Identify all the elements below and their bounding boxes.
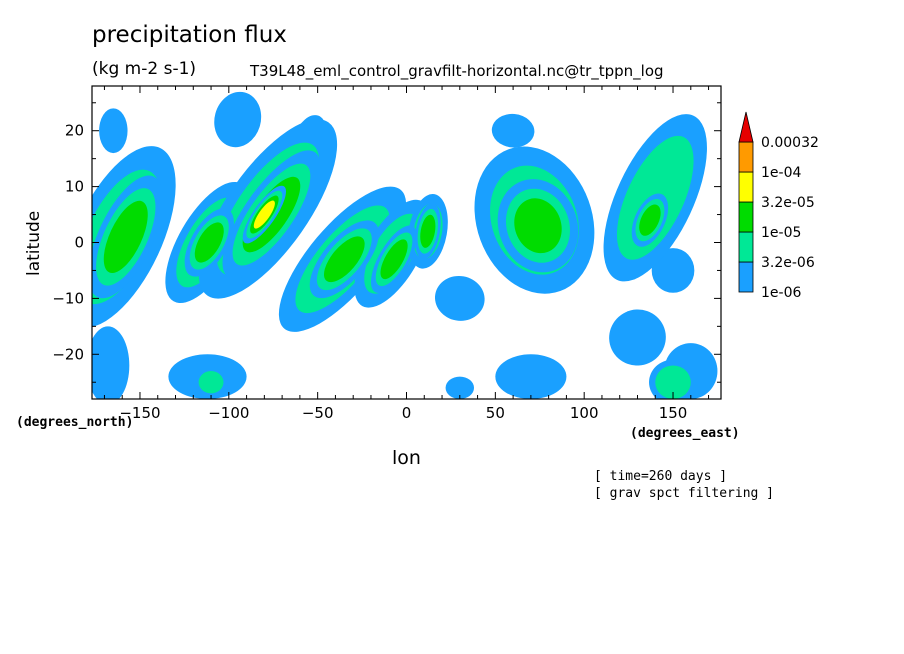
contour-region-30-level-3	[253, 200, 275, 229]
y-tick-label: −10	[52, 289, 84, 307]
x-axis-label: lon	[392, 447, 421, 469]
contour-region-11-level-0	[445, 376, 475, 399]
contour-region-1-level-0	[214, 91, 262, 148]
contour-region-27-level-2	[420, 214, 436, 248]
contour-region-10-level-0	[609, 309, 666, 366]
contour-region-22-level-2	[103, 200, 148, 274]
x-tick-label: 50	[486, 404, 505, 422]
contour-region-5-level-0	[435, 275, 485, 321]
colorbar-label-3: 3.2e-05	[761, 195, 815, 211]
y-tick-label: 10	[65, 178, 84, 196]
contour-region-8-level-0	[495, 354, 567, 399]
colorbar: 1e-06 3.2e-06 1e-05 3.2e-05 1e-04 0.00032	[738, 111, 819, 301]
x-tick-label: 0	[402, 404, 412, 422]
contour-region-20-level-1	[198, 371, 224, 394]
y-axis-unit: (degrees_north)	[16, 415, 134, 430]
x-tick-label: −150	[119, 404, 160, 422]
x-tick-label: −50	[302, 404, 334, 422]
contour-region-25-level-2	[323, 236, 365, 283]
x-tick-label: 150	[659, 404, 688, 422]
colorbar-label-0: 1e-06	[761, 285, 801, 301]
contour-region-23-level-2	[194, 222, 224, 263]
colorbar-label-1: 3.2e-06	[761, 255, 815, 271]
y-tick-label: 0	[74, 234, 84, 252]
colorbar-segment-2	[738, 201, 754, 233]
time-annotation: [ time=260 days ]	[594, 469, 728, 484]
contour-region-3-level-0	[491, 113, 535, 148]
colorbar-label-5: 0.00032	[761, 135, 819, 151]
x-tick-label: 100	[570, 404, 599, 422]
colorbar-segment-1	[738, 231, 754, 263]
x-tick-label: −100	[208, 404, 249, 422]
colorbar-segment-3	[738, 171, 754, 203]
x-axis-unit: (degrees_east)	[630, 426, 740, 441]
y-tick-label: 20	[65, 122, 84, 140]
colorbar-segment-4	[738, 141, 754, 173]
chart-units: (kg m-2 s-1)	[92, 59, 197, 79]
contour-region-28-level-2	[514, 198, 562, 254]
contour-region-6-level-0	[92, 326, 130, 399]
contour-region-21-level-1	[655, 365, 691, 399]
colorbar-segment-0	[738, 261, 754, 293]
colorbar-label-2: 1e-05	[761, 225, 801, 241]
colorbar-label-4: 1e-04	[761, 165, 801, 181]
y-tick-label: −20	[52, 345, 84, 363]
contour-region-26-level-2	[380, 239, 408, 280]
contour-region-0-level-0	[99, 108, 128, 154]
chart-title: precipitation flux	[92, 22, 287, 48]
contour-region-29-level-2	[639, 204, 661, 236]
contour-region-4-level-0	[651, 248, 695, 293]
contour-fields	[92, 91, 718, 399]
colorbar-triangle	[738, 111, 754, 143]
chart-dataset: T39L48_eml_control_gravfilt-horizontal.n…	[250, 62, 664, 80]
filter-annotation: [ grav spct filtering ]	[594, 486, 775, 501]
